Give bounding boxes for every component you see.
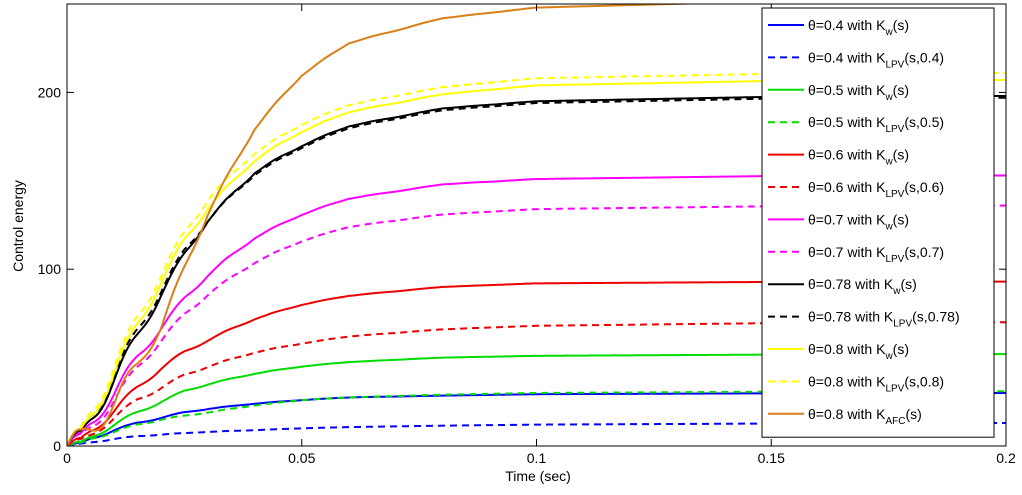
- legend-label-11: θ=0.8 with Kw(s): [808, 341, 909, 362]
- series-line-4: [67, 390, 1006, 446]
- x-axis-label: Time (sec): [505, 468, 571, 484]
- legend-label-3: θ=0.5 with Kw(s): [808, 82, 909, 103]
- x-tick-label: 0.05: [288, 450, 315, 466]
- x-tick-label: 0: [63, 450, 71, 466]
- legend-label-9: θ=0.78 with Kw(s): [808, 276, 917, 297]
- x-tick-label: 0.1: [527, 450, 547, 466]
- legend-label-6: θ=0.6 with KLPV(s,0.6): [808, 179, 944, 200]
- y-tick-label: 0: [53, 438, 61, 454]
- x-tick-label: 0.15: [758, 450, 785, 466]
- legend-label-5: θ=0.6 with Kw(s): [808, 147, 909, 168]
- legend-label-10: θ=0.78 with KLPV(s,0.78): [808, 309, 960, 330]
- legend: θ=0.4 with Kw(s) θ=0.4 with KLPV(s,0.4) θ=…: [761, 7, 995, 438]
- y-axis-label: Control energy: [10, 180, 26, 272]
- legend-label-4: θ=0.5 with KLPV(s,0.5): [808, 114, 944, 135]
- legend-label-1: θ=0.4 with Kw(s): [808, 17, 909, 38]
- legend-label-12: θ=0.8 with KLPV(s,0.8): [808, 373, 944, 394]
- legend-label-13: θ=0.8 with KAFC(s): [808, 406, 922, 427]
- legend-label-2: θ=0.4 with KLPV(s,0.4): [808, 49, 944, 70]
- legend-label-8: θ=0.7 with KLPV(s,0.7): [808, 244, 944, 265]
- legend-box: [761, 7, 995, 438]
- y-tick-label: 200: [38, 84, 62, 100]
- legend-label-7: θ=0.7 with Kw(s): [808, 211, 909, 232]
- axes: 0 0.05 0.1 0.15 0.2 0 100 200: [38, 3, 1016, 466]
- x-tick-label: 0.2: [996, 450, 1016, 466]
- series-line-10: [67, 96, 1006, 446]
- y-tick-label: 100: [38, 261, 62, 277]
